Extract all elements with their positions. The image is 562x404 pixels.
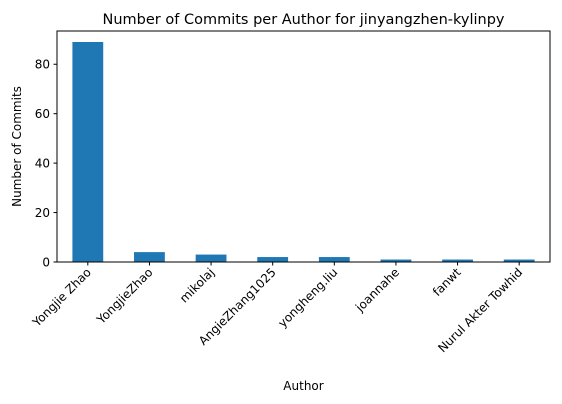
bar — [134, 252, 165, 262]
y-tick-label: 0 — [42, 255, 50, 269]
bar — [196, 255, 227, 262]
bar — [72, 42, 103, 262]
bar — [319, 257, 350, 262]
y-tick-label: 40 — [35, 156, 50, 170]
y-axis-label: Number of Commits — [10, 86, 24, 207]
x-axis-label: Author — [283, 379, 323, 393]
y-tick-label: 60 — [35, 107, 50, 121]
chart-title: Number of Commits per Author for jinyang… — [103, 12, 505, 28]
y-tick-label: 80 — [35, 58, 50, 72]
bar — [257, 257, 288, 262]
y-tick-label: 20 — [35, 206, 50, 220]
